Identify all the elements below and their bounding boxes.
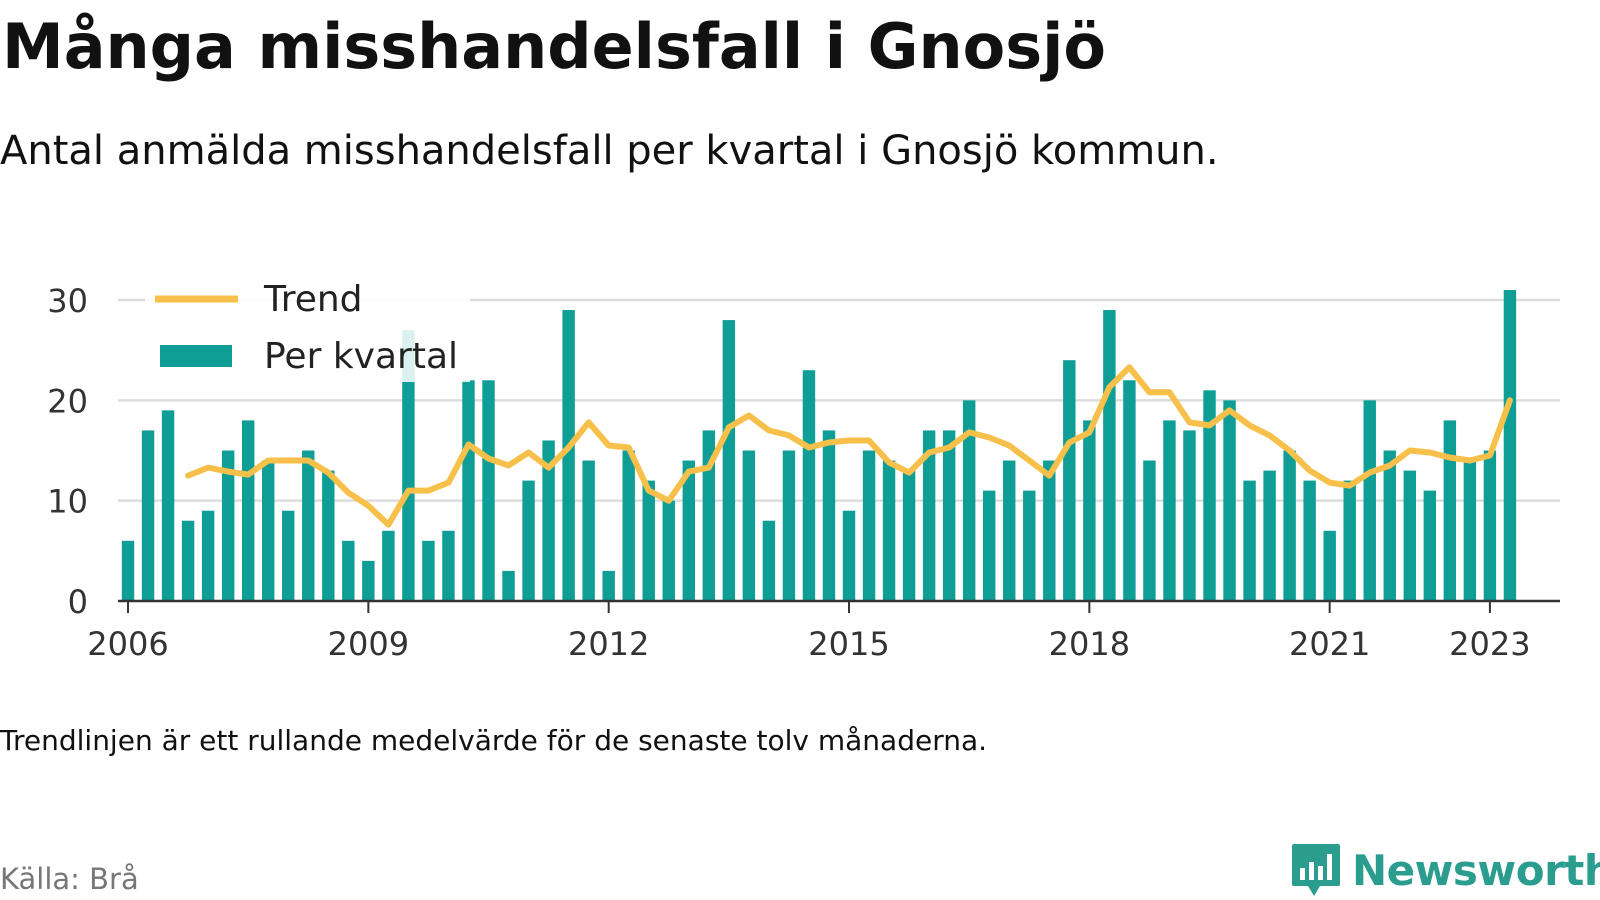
x-tick-label-2015: 2015 (808, 625, 889, 663)
bar (842, 510, 856, 601)
bar (982, 490, 996, 601)
bar (1183, 430, 1196, 601)
x-tick-label-2023: 2023 (1449, 625, 1530, 663)
bar (462, 380, 475, 601)
bar (1023, 490, 1036, 601)
x-tick-label-2009: 2009 (328, 625, 409, 663)
bar (1083, 420, 1096, 601)
bar-series (121, 289, 1517, 601)
y-tick-label-0: 0 (68, 583, 88, 621)
bar (1223, 400, 1236, 601)
legend-bar-swatch (160, 345, 232, 367)
legend: Trend Per kvartal (145, 272, 470, 382)
bar (282, 510, 295, 601)
x-axis-ticks: 2006 2009 2012 2015 2018 2021 2023 (87, 601, 1531, 663)
bar (422, 540, 435, 601)
bar (882, 460, 896, 601)
bar (1203, 390, 1216, 601)
x-tick-label-2006: 2006 (87, 625, 168, 663)
bar (1043, 460, 1056, 601)
bar (802, 370, 816, 601)
bar (502, 570, 515, 601)
bar (382, 530, 395, 601)
bar (442, 530, 455, 601)
bar (342, 540, 355, 601)
trend-note: Trendlinjen är ett rullande medelvärde f… (0, 724, 988, 757)
bar (1243, 480, 1256, 601)
bar (922, 430, 936, 601)
bar (662, 500, 675, 601)
x-tick-label-2018: 2018 (1049, 625, 1130, 663)
bar (241, 420, 255, 601)
y-tick-label-10: 10 (47, 483, 88, 521)
bar (302, 450, 315, 601)
bar (742, 450, 756, 601)
bar (522, 480, 535, 601)
newsworthy-logo: Newsworthy (1290, 842, 1600, 898)
y-axis-ticks: 0 10 20 30 (47, 282, 88, 621)
bar (822, 430, 836, 601)
bar (1323, 530, 1336, 601)
bar (181, 520, 195, 601)
bar (622, 450, 635, 601)
trend-line (185, 364, 1513, 528)
bar (1423, 490, 1437, 601)
bar (1403, 470, 1417, 601)
bar (402, 330, 415, 601)
y-tick-label-20: 20 (47, 382, 88, 420)
x-tick-label-2012: 2012 (568, 625, 649, 663)
bar (322, 470, 335, 601)
bar (1463, 460, 1477, 601)
bar (1283, 450, 1296, 601)
bar (1103, 310, 1116, 601)
bar (762, 520, 776, 601)
chart-area: 0 10 20 30 2006 2009 2012 2015 2018 2021 2023 Tre… (47, 272, 1560, 663)
bar (582, 460, 595, 601)
bar (1383, 450, 1396, 601)
bar (942, 430, 956, 601)
bar (1343, 480, 1356, 601)
bar (602, 570, 615, 601)
bar (362, 560, 375, 601)
bar (1263, 470, 1276, 601)
bar (722, 320, 736, 601)
y-tick-label-30: 30 (47, 282, 88, 320)
bar (1443, 420, 1457, 601)
bar (1503, 289, 1517, 601)
bar (221, 450, 235, 601)
x-tick-label-2021: 2021 (1289, 625, 1370, 663)
trend-series (185, 364, 1513, 528)
bar (482, 380, 495, 601)
bar (1303, 480, 1316, 601)
bar (1123, 380, 1136, 601)
bar (261, 460, 275, 601)
bar (161, 410, 175, 601)
legend-bar-label: Per kvartal (264, 336, 458, 377)
bar (862, 450, 876, 601)
bar (782, 450, 796, 601)
bar (642, 480, 655, 601)
bar (962, 400, 976, 601)
bar (562, 310, 575, 601)
bar (1063, 360, 1076, 601)
legend-trend-label: Trend (263, 279, 363, 320)
bar (702, 430, 716, 601)
logo-text: Newsworthy (1352, 845, 1600, 895)
bar (121, 540, 135, 601)
bar (1163, 420, 1176, 601)
bar (902, 470, 916, 601)
chart-title: Många misshandelsfall i Gnosjö (2, 10, 1106, 83)
source-label: Källa: Brå (0, 862, 139, 896)
bar (1003, 460, 1016, 601)
bar-chart-bubble-icon (1292, 844, 1340, 896)
bar (682, 460, 696, 601)
bar (201, 510, 215, 601)
chart-subtitle: Antal anmälda misshandelsfall per kvarta… (0, 128, 1219, 174)
bar (1143, 460, 1156, 601)
bar (1363, 400, 1376, 601)
bar (1483, 450, 1497, 601)
bar (542, 440, 555, 601)
bar (141, 430, 155, 601)
